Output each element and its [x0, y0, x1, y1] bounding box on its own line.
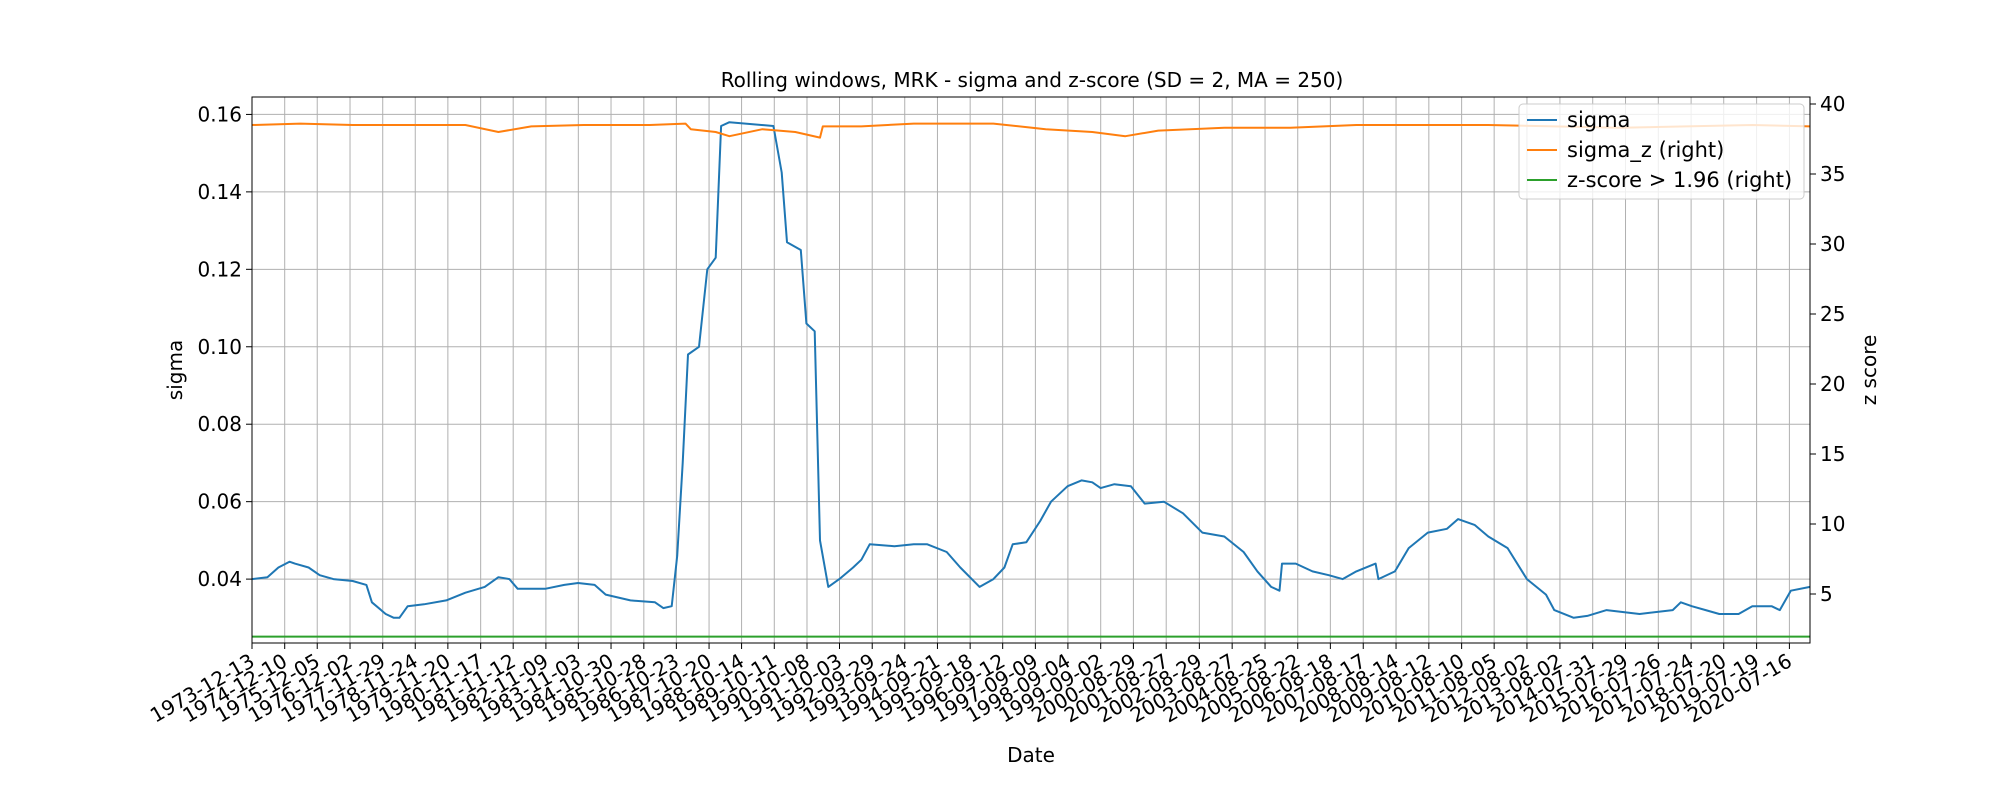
y-tick-label: 0.06 [197, 490, 242, 514]
y-tick-label: 0.10 [197, 335, 242, 359]
series-line-1 [251, 122, 1811, 139]
y-axis-label: sigma [163, 340, 187, 400]
legend-label-0: sigma [1567, 108, 1630, 132]
y2-tick-label: 25 [1820, 302, 1845, 326]
series-line-0 [251, 121, 1811, 619]
y-tick-label: 0.12 [197, 257, 242, 281]
y-tick-label: 0.16 [197, 102, 242, 126]
y-tick-label: 0.04 [197, 567, 242, 591]
legend: sigma sigma_z (right) z-score > 1.96 (righ… [1518, 103, 1805, 200]
y2-tick-label: 15 [1820, 442, 1845, 466]
y2-tick-label: 20 [1820, 372, 1845, 396]
series-layer [251, 121, 1811, 638]
y2-tick-label: 40 [1820, 92, 1845, 116]
legend-box [1518, 103, 1805, 200]
grid [251, 97, 1810, 643]
y2-axis-label: z score [1857, 335, 1881, 406]
y2-tick-label: 10 [1820, 512, 1845, 536]
y-tick-label: 0.14 [197, 180, 242, 204]
y2-tick-label: 30 [1820, 232, 1845, 256]
y-tick-label: 0.08 [197, 412, 242, 436]
y2-tick-label: 35 [1820, 162, 1845, 186]
legend-label-1: sigma_z (right) [1567, 138, 1724, 163]
chart-title: Rolling windows, MRK - sigma and z-score… [721, 68, 1344, 92]
legend-label-2: z-score > 1.96 (right) [1567, 168, 1792, 192]
plot-frame [251, 96, 1811, 644]
y2-tick-label: 5 [1820, 582, 1833, 606]
x-axis-label: Date [1007, 743, 1055, 767]
